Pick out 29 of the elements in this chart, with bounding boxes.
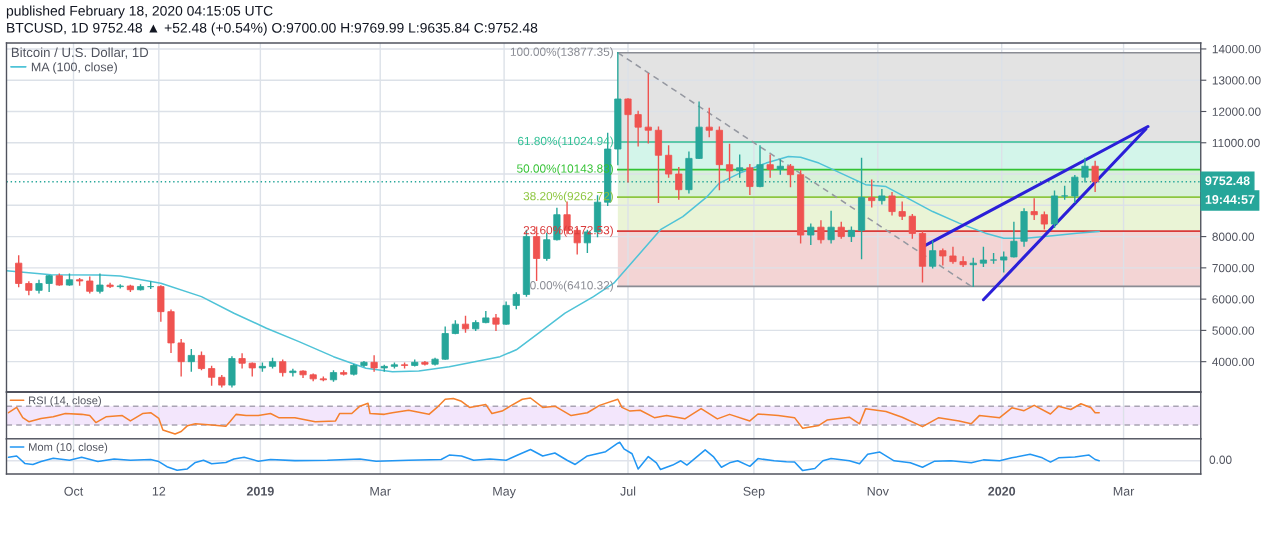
- x-tick-label: May: [493, 486, 516, 499]
- legend-label: RSI (14, close): [29, 396, 101, 407]
- ref-line-label: 9752.48: [1205, 176, 1250, 186]
- legend-label: MA (100, close): [31, 62, 117, 74]
- x-tick-label: Mar: [370, 486, 391, 496]
- y-tick-label: 4000.00: [1212, 357, 1255, 367]
- y-tick-label: 8000.00: [1212, 232, 1255, 241]
- x-tick-label: Jul: [620, 486, 636, 496]
- y-tick-label: 11000.00: [1212, 138, 1260, 148]
- x-tick-label: 12: [152, 486, 166, 496]
- y-tick-label: 12000.00: [1212, 107, 1261, 116]
- x-tick-label: 2020: [988, 486, 1016, 496]
- legend-label: Mom (10, close): [29, 442, 108, 454]
- ref-line-label: 100.00%(13877.35): [510, 47, 613, 59]
- y-tick-label: 14000.00: [1212, 44, 1261, 54]
- x-tick-label: Nov: [867, 486, 889, 496]
- text: published February 18, 2020 04:15:05 UTC: [6, 5, 273, 19]
- ref-line-label: 0.00: [1209, 455, 1232, 464]
- y-tick-label: 13000.00: [1212, 76, 1261, 85]
- y-tick-label: 7000.00: [1212, 263, 1255, 273]
- y-tick-label: 6000.00: [1212, 295, 1255, 304]
- x-tick-label: Mar: [1113, 486, 1135, 496]
- legend-title: Bitcoin / U.S. Dollar, 1D: [11, 47, 149, 59]
- x-tick-label: Sep: [743, 486, 765, 499]
- x-tick-label: 2019: [246, 486, 274, 496]
- chart-title: BTCUSD, 1D 9752.48 ▲ +52.48 (+0.54%) O:9700.00 H:9769.99 L:9635.84 C:9752.48: [7, 22, 538, 36]
- text: 19:44:57: [1205, 195, 1255, 204]
- x-tick-label: Oct: [64, 486, 84, 496]
- y-tick-label: 5000.00: [1212, 326, 1255, 335]
